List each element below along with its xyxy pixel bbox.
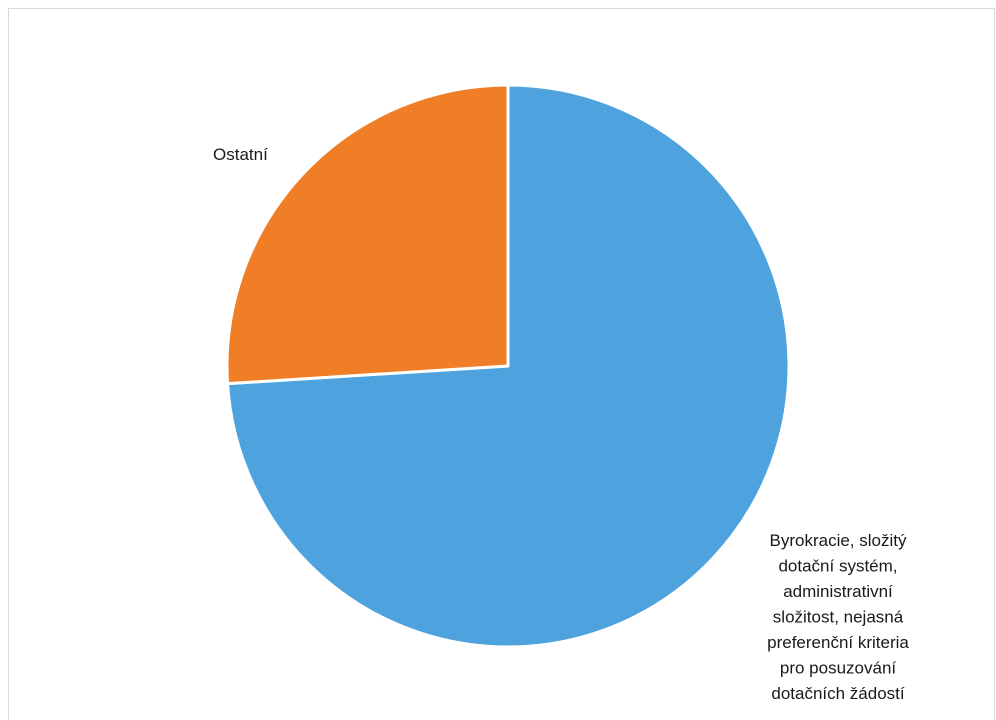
slice-label-byrokracie-line: administrativní (783, 582, 893, 601)
pie-slices (225, 83, 791, 649)
slice-label-byrokracie-line: Byrokracie, složitý (770, 531, 907, 550)
slice-label-byrokracie-line: preferenční kriteria (767, 633, 909, 652)
pie-slice-1 (225, 83, 510, 386)
slice-label-byrokracie-line: složitost, nejasná (773, 608, 904, 627)
slice-label-byrokracie-line: pro posuzování (780, 659, 897, 678)
slice-label-byrokracie: Byrokracie, složitý dotační systém, admini… (767, 531, 909, 703)
slice-label-ostatni: Ostatní (213, 145, 268, 164)
slice-label-byrokracie-line: dotačních žádostí (771, 684, 905, 703)
slice-label-byrokracie-line: dotační systém, (778, 557, 897, 576)
